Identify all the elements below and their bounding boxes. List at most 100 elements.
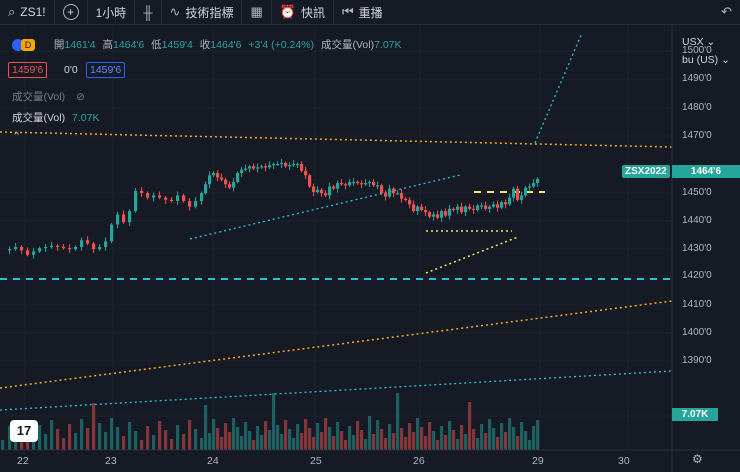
high-label: 高 bbox=[102, 39, 114, 51]
layouts-button[interactable]: ▦ bbox=[241, 0, 270, 24]
unit-selector[interactable]: bu (US) ⌄ bbox=[682, 54, 730, 66]
candle-body bbox=[224, 179, 228, 185]
interval-button[interactable]: 1小時 bbox=[86, 0, 135, 24]
alert-button[interactable]: ⏰ 快訊 bbox=[270, 0, 333, 24]
indicators-button[interactable]: ∿ 技術指標 bbox=[160, 0, 242, 24]
candle-body bbox=[68, 248, 72, 250]
time-axis[interactable]: 22 23 24 25 26 29 30 bbox=[0, 450, 672, 472]
volume-bar bbox=[292, 438, 296, 450]
open-label: 開 bbox=[53, 39, 65, 51]
volume-bar bbox=[228, 432, 232, 450]
high-value: 1464'6 bbox=[113, 39, 145, 51]
trend-lines bbox=[0, 32, 673, 411]
candle-body bbox=[468, 206, 472, 209]
volume-hidden-label: 成交量(Vol) bbox=[12, 91, 66, 103]
volume-bar bbox=[224, 423, 228, 450]
candle-body bbox=[276, 164, 280, 166]
volume-bar bbox=[194, 429, 198, 450]
compare-button[interactable]: + bbox=[53, 0, 87, 24]
candle-body bbox=[528, 186, 532, 188]
time-label: 24 bbox=[207, 455, 219, 467]
candle-body bbox=[296, 164, 300, 166]
volume-bar bbox=[300, 433, 304, 450]
candle-body bbox=[104, 241, 108, 247]
volume-bar bbox=[8, 426, 12, 450]
volume-label: 成交量(Vol) bbox=[12, 112, 66, 124]
candle-body bbox=[424, 209, 428, 213]
candle-body bbox=[308, 175, 312, 187]
volume-bar bbox=[408, 423, 412, 450]
volume-bar bbox=[110, 418, 114, 450]
volume-bar bbox=[140, 440, 144, 450]
candle-body bbox=[204, 184, 208, 194]
currency-label: USX bbox=[682, 36, 704, 48]
volume-bar bbox=[158, 421, 162, 450]
eye-off-icon[interactable]: ⊘ bbox=[76, 91, 85, 103]
volume-legend-label: 成交量(Vol) bbox=[320, 39, 375, 51]
currency-selector[interactable]: USX ⌄ bbox=[682, 36, 715, 48]
symbol-search[interactable]: ⌕ ZS1! bbox=[0, 0, 54, 24]
volume-bar bbox=[86, 428, 90, 450]
volume-bar bbox=[536, 420, 540, 450]
price-axis[interactable]: USX ⌄ bu (US) ⌄ 1500'0 1490'0 1480'0 1470'0… bbox=[672, 25, 740, 450]
volume-legend-value: 7.07K bbox=[374, 39, 402, 51]
settings-gear-icon[interactable]: ⚙ bbox=[692, 452, 703, 466]
indicators-icon: ∿ bbox=[169, 4, 181, 19]
volume-bar bbox=[464, 434, 468, 450]
plot-area bbox=[0, 25, 672, 450]
volume-bar bbox=[516, 436, 520, 450]
candle-body bbox=[152, 195, 156, 198]
volume-bar bbox=[392, 433, 396, 450]
volume-bar bbox=[32, 439, 36, 450]
volume-bar bbox=[164, 430, 168, 450]
candle-body bbox=[182, 195, 186, 201]
interval-label: 1小時 bbox=[95, 5, 127, 20]
candle-body bbox=[472, 208, 476, 211]
candle-body bbox=[208, 175, 212, 185]
volume-bar bbox=[460, 425, 464, 450]
top-toolbar: ⌕ ZS1! + 1小時 ╫ ∿ 技術指標 ▦ ⏰ 快訊 ⏮ 重播 ↶ bbox=[0, 0, 740, 25]
volume-bar bbox=[424, 436, 428, 450]
undo-button[interactable]: ↶ bbox=[713, 0, 740, 24]
volume-bar bbox=[134, 431, 138, 450]
volume-bar bbox=[436, 440, 440, 450]
candle-body bbox=[436, 214, 440, 218]
volume-bar bbox=[146, 426, 150, 450]
close-value: 1464'6 bbox=[210, 39, 242, 51]
candle-body bbox=[448, 208, 452, 216]
sell-button[interactable]: 1459'6 bbox=[8, 62, 48, 78]
candle-body bbox=[320, 189, 324, 194]
volume-bar bbox=[14, 435, 18, 450]
volume-bar bbox=[484, 433, 488, 450]
volume-bars bbox=[1, 393, 540, 450]
volume-bar bbox=[128, 422, 132, 450]
replay-button[interactable]: ⏮ 重播 bbox=[332, 0, 391, 24]
candle-body bbox=[50, 245, 54, 247]
volume-bar bbox=[520, 422, 524, 450]
volume-bar bbox=[170, 439, 174, 450]
volume-bar bbox=[268, 430, 272, 450]
volume-bar bbox=[476, 438, 480, 450]
volume-bar bbox=[216, 428, 220, 450]
volume-bar bbox=[452, 430, 456, 450]
candle-body bbox=[432, 214, 436, 217]
candle-body bbox=[228, 184, 232, 188]
candle-body bbox=[400, 193, 404, 199]
candle-body bbox=[460, 206, 464, 213]
volume-bar bbox=[244, 422, 248, 450]
volume-bar bbox=[44, 434, 48, 450]
collapse-legend-button[interactable]: ⌃ bbox=[12, 131, 22, 143]
candle-body bbox=[122, 214, 126, 223]
candles bbox=[8, 159, 540, 259]
close-label: 收 bbox=[199, 39, 211, 51]
buy-button[interactable]: 1459'6 bbox=[86, 62, 126, 78]
candle-body bbox=[92, 243, 96, 250]
volume-bar bbox=[368, 416, 372, 450]
price-chart[interactable] bbox=[0, 25, 740, 472]
candle-body bbox=[312, 186, 316, 193]
chart-type-button[interactable]: ╫ bbox=[134, 0, 160, 24]
volume-bar bbox=[1, 440, 5, 450]
alert-label: 快訊 bbox=[300, 5, 325, 20]
candle-body bbox=[38, 248, 42, 252]
price-tick-label: 1410'0 bbox=[682, 299, 712, 310]
